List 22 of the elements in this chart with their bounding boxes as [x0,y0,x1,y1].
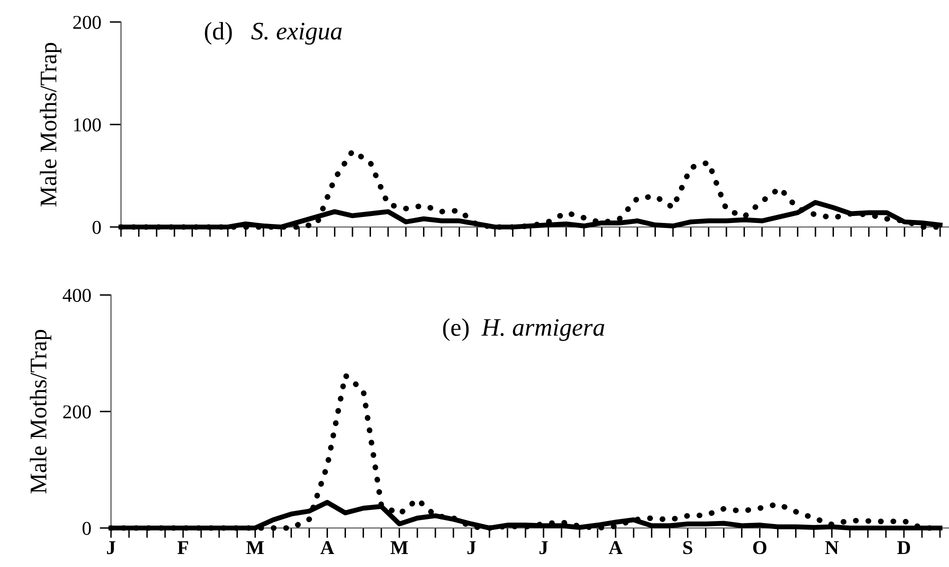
x-tick-label: A [320,541,334,554]
x-tick-label: J [467,541,476,554]
x-tick-label: N [825,541,839,554]
y-axis-title: Male Moths/Trap [40,42,62,206]
chart-title: (d) S. exigua [204,22,342,45]
y-tick-label: 100 [74,118,101,132]
x-tick-label: A [608,541,622,554]
y-tick-label: 200 [73,16,101,29]
x-tick-label: D [897,541,910,554]
x-tick-label: M [390,541,408,554]
x-tick-label: F [177,541,188,554]
x-tick-label: J [540,541,548,554]
y-tick-label: 400 [62,288,91,302]
x-tick-label: M [246,541,264,554]
x-tick-label: O [753,541,766,554]
y-tick-label: 0 [92,220,101,234]
x-tick-label: J [107,541,116,554]
text: (e) H. armigera [443,318,604,341]
y-axis-title: Male Moths/Trap [30,330,52,494]
y-tick-label: 200 [63,405,91,418]
y-tick-label: 0 [82,522,91,535]
x-tick-label: S [683,541,692,554]
